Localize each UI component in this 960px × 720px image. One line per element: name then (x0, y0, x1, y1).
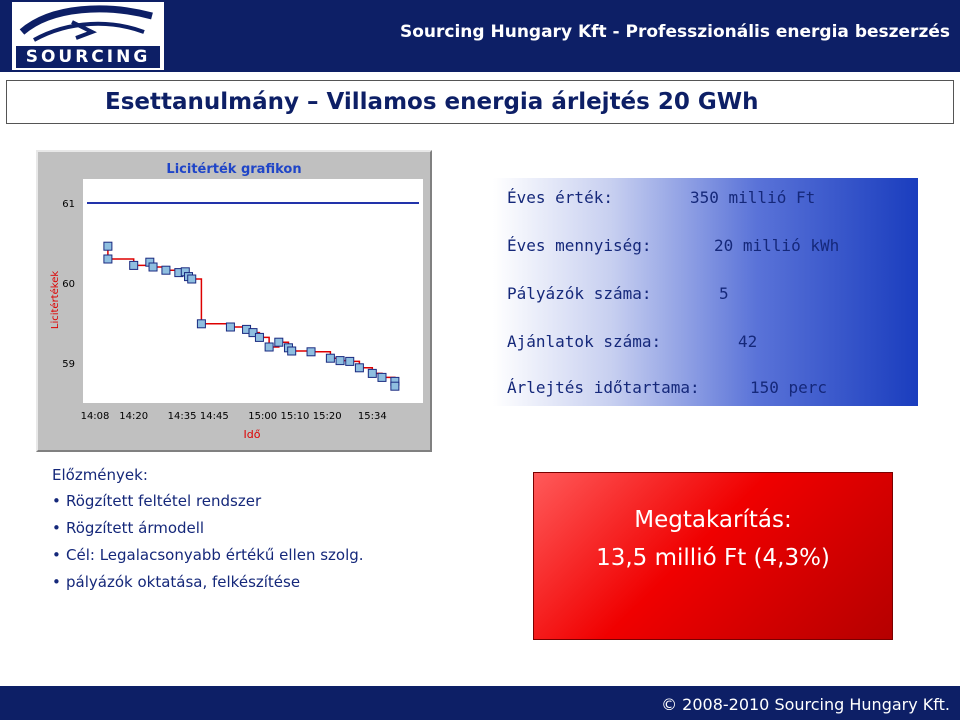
history-section: Előzmények: Rögzített feltétel rendszer … (52, 466, 364, 600)
data-point-marker (306, 347, 316, 357)
footer-bar: © 2008-2010 Sourcing Hungary Kft. (0, 686, 960, 720)
y-tick-label: 59 (62, 359, 75, 370)
y-tick-label: 61 (62, 199, 75, 210)
x-tick-label: 14:45 (200, 411, 229, 422)
stat-value: 20 millió kWh (714, 236, 840, 255)
stat-label: Ajánlatok száma: (507, 332, 662, 351)
sourcing-logo: SOURCING (12, 2, 164, 70)
bid-chart: Licitérték grafikon Licitértékek Idő 59 6… (36, 150, 432, 452)
data-point-marker (254, 332, 264, 342)
copyright-text: © 2008-2010 Sourcing Hungary Kft. (661, 695, 950, 714)
stat-value: 350 millió Ft (690, 188, 816, 207)
logo-swoosh-icon (19, 5, 153, 42)
x-tick-label: 15:34 (358, 411, 387, 422)
data-point-marker (196, 319, 206, 329)
logo-text: SOURCING (16, 46, 160, 68)
data-point-marker (354, 363, 364, 373)
data-point-marker (264, 342, 274, 352)
chart-title: Licitérték grafikon (166, 162, 301, 177)
data-point-marker (390, 381, 400, 391)
savings-box: Megtakarítás: 13,5 millió Ft (4,3%) (533, 472, 893, 640)
savings-amount: 13,5 millió Ft (4,3%) (596, 545, 830, 571)
data-point-marker (248, 328, 258, 338)
y-axis-ticks: 59 60 61 (62, 199, 75, 370)
headline-box: Esettanulmány – Villamos energia árlejté… (6, 80, 954, 124)
stat-label: Árlejtés időtartama: (507, 378, 700, 397)
list-item: Cél: Legalacsonyabb értékű ellen szolg. (52, 546, 364, 564)
data-point-marker (148, 262, 158, 272)
chart-xlabel: Idő (244, 428, 261, 441)
data-point-marker (103, 254, 113, 264)
x-tick-label: 14:20 (119, 411, 148, 422)
stat-value: 42 (738, 332, 758, 351)
stat-value: 5 (719, 284, 729, 303)
savings-title: Megtakarítás: (634, 507, 792, 533)
data-point-marker (325, 353, 335, 363)
x-tick-label: 14:35 (168, 411, 197, 422)
x-tick-label: 14:08 (81, 411, 110, 422)
list-item: pályázók oktatása, felkészítése (52, 573, 364, 591)
data-point-marker (187, 274, 197, 284)
series-markers (103, 241, 400, 391)
data-point-marker (103, 241, 113, 251)
chart-ylabel: Licitértékek (49, 271, 61, 329)
data-point-marker (274, 337, 284, 347)
data-point-marker (161, 265, 171, 275)
stat-label: Éves mennyiség: (507, 236, 652, 255)
stat-label: Éves érték: (507, 188, 613, 207)
list-item: Rögzített ármodell (52, 519, 364, 537)
x-axis-ticks: 14:08 14:20 14:35 14:45 15:00 15:10 15:20 15:34 (81, 411, 387, 422)
stat-value: 150 perc (750, 378, 828, 397)
data-point-marker (345, 356, 355, 366)
data-point-marker (287, 346, 297, 356)
x-tick-label: 15:10 (281, 411, 310, 422)
page-title: Esettanulmány – Villamos energia árlejté… (105, 89, 759, 115)
data-point-marker (367, 368, 377, 378)
list-item: Rögzített feltétel rendszer (52, 492, 364, 510)
plot-area (83, 179, 423, 403)
data-point-marker (377, 372, 387, 382)
data-point-marker (129, 260, 139, 270)
top-bar: SOURCING Sourcing Hungary Kft - Professz… (0, 0, 960, 72)
x-tick-label: 15:20 (313, 411, 342, 422)
stat-label: Pályázók száma: (507, 284, 652, 303)
data-point-marker (225, 322, 235, 332)
history-title: Előzmények: (52, 466, 148, 484)
history-list: Rögzített feltétel rendszer Rögzített ár… (52, 492, 364, 591)
company-tagline: Sourcing Hungary Kft - Professzionális e… (399, 22, 950, 42)
y-tick-label: 60 (62, 279, 75, 290)
x-tick-label: 15:00 (248, 411, 277, 422)
stats-panel: Éves érték: 350 millió Ft Éves mennyiség… (493, 178, 918, 406)
bid-chart-svg: Licitérték grafikon Licitértékek Idő 59 6… (49, 162, 423, 441)
data-point-marker (335, 356, 345, 366)
